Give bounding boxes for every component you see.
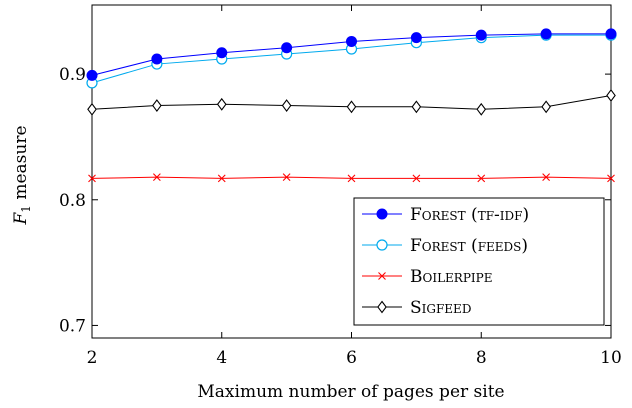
data-point: [152, 173, 161, 182]
data-point: [281, 42, 293, 54]
data-point: [411, 100, 422, 114]
data-point: [476, 102, 487, 116]
data-point: [88, 174, 96, 183]
legend-label: Sigfeed: [410, 298, 471, 318]
legend-label: Forest (tf-idf): [410, 205, 529, 225]
data-point: [412, 174, 421, 183]
data-point: [347, 174, 356, 183]
y-axis-title-f: F: [11, 212, 31, 226]
data-point: [87, 102, 97, 116]
x-tick-label: 2: [87, 348, 98, 368]
data-point: [607, 174, 615, 183]
y-tick-label: 0.8: [59, 191, 86, 211]
data-point: [346, 35, 357, 47]
legend-label: Boilerpipe: [410, 267, 492, 287]
data-point: [86, 69, 98, 81]
legend: Forest (tf-idf) Forest (feeds) Boilerpipe S…: [353, 197, 605, 326]
data-point: [541, 100, 551, 114]
x-axis-title: Maximum number of pages per site: [197, 382, 504, 402]
y-axis-title-rest: measure: [11, 125, 31, 205]
series-0: [86, 28, 617, 81]
data-point: [216, 47, 228, 59]
data-point: [282, 173, 291, 182]
data-point: [477, 174, 486, 183]
legend-box: [353, 197, 605, 326]
y-axis-title-subscript: 1: [19, 205, 33, 213]
data-point: [281, 99, 292, 112]
x-tick-label: 10: [600, 348, 622, 368]
data-point: [542, 173, 551, 182]
legend-label: Forest (feeds): [410, 236, 528, 256]
series-layer: [86, 28, 617, 183]
data-point: [217, 174, 226, 183]
legend-entry: Forest (feeds): [362, 236, 528, 256]
data-point: [378, 272, 386, 280]
data-point: [346, 100, 357, 114]
data-point: [377, 300, 387, 314]
y-tick-label: 0.9: [59, 65, 86, 85]
axis-ticks: 2 4 6 8 10 0.7 0.8 0.9: [59, 5, 622, 368]
legend-entry: Sigfeed: [362, 298, 471, 318]
series-3: [87, 89, 616, 116]
y-tick-label: 0.7: [59, 316, 86, 336]
x-tick-label: 4: [216, 348, 227, 368]
data-point: [540, 28, 552, 40]
data-point: [376, 239, 388, 251]
data-point: [151, 53, 163, 65]
data-point: [410, 32, 422, 44]
x-tick-label: 8: [476, 348, 487, 368]
legend-entry: Forest (tf-idf): [362, 205, 529, 225]
data-point: [216, 97, 227, 111]
data-point: [152, 99, 162, 112]
data-point: [376, 208, 388, 220]
series-2: [88, 173, 615, 183]
data-point: [605, 28, 617, 40]
x-tick-label: 6: [346, 348, 357, 368]
data-point: [475, 29, 487, 41]
legend-entry: Boilerpipe: [362, 267, 492, 287]
y-axis-title: F1 measure: [11, 125, 33, 225]
data-point: [606, 89, 616, 102]
